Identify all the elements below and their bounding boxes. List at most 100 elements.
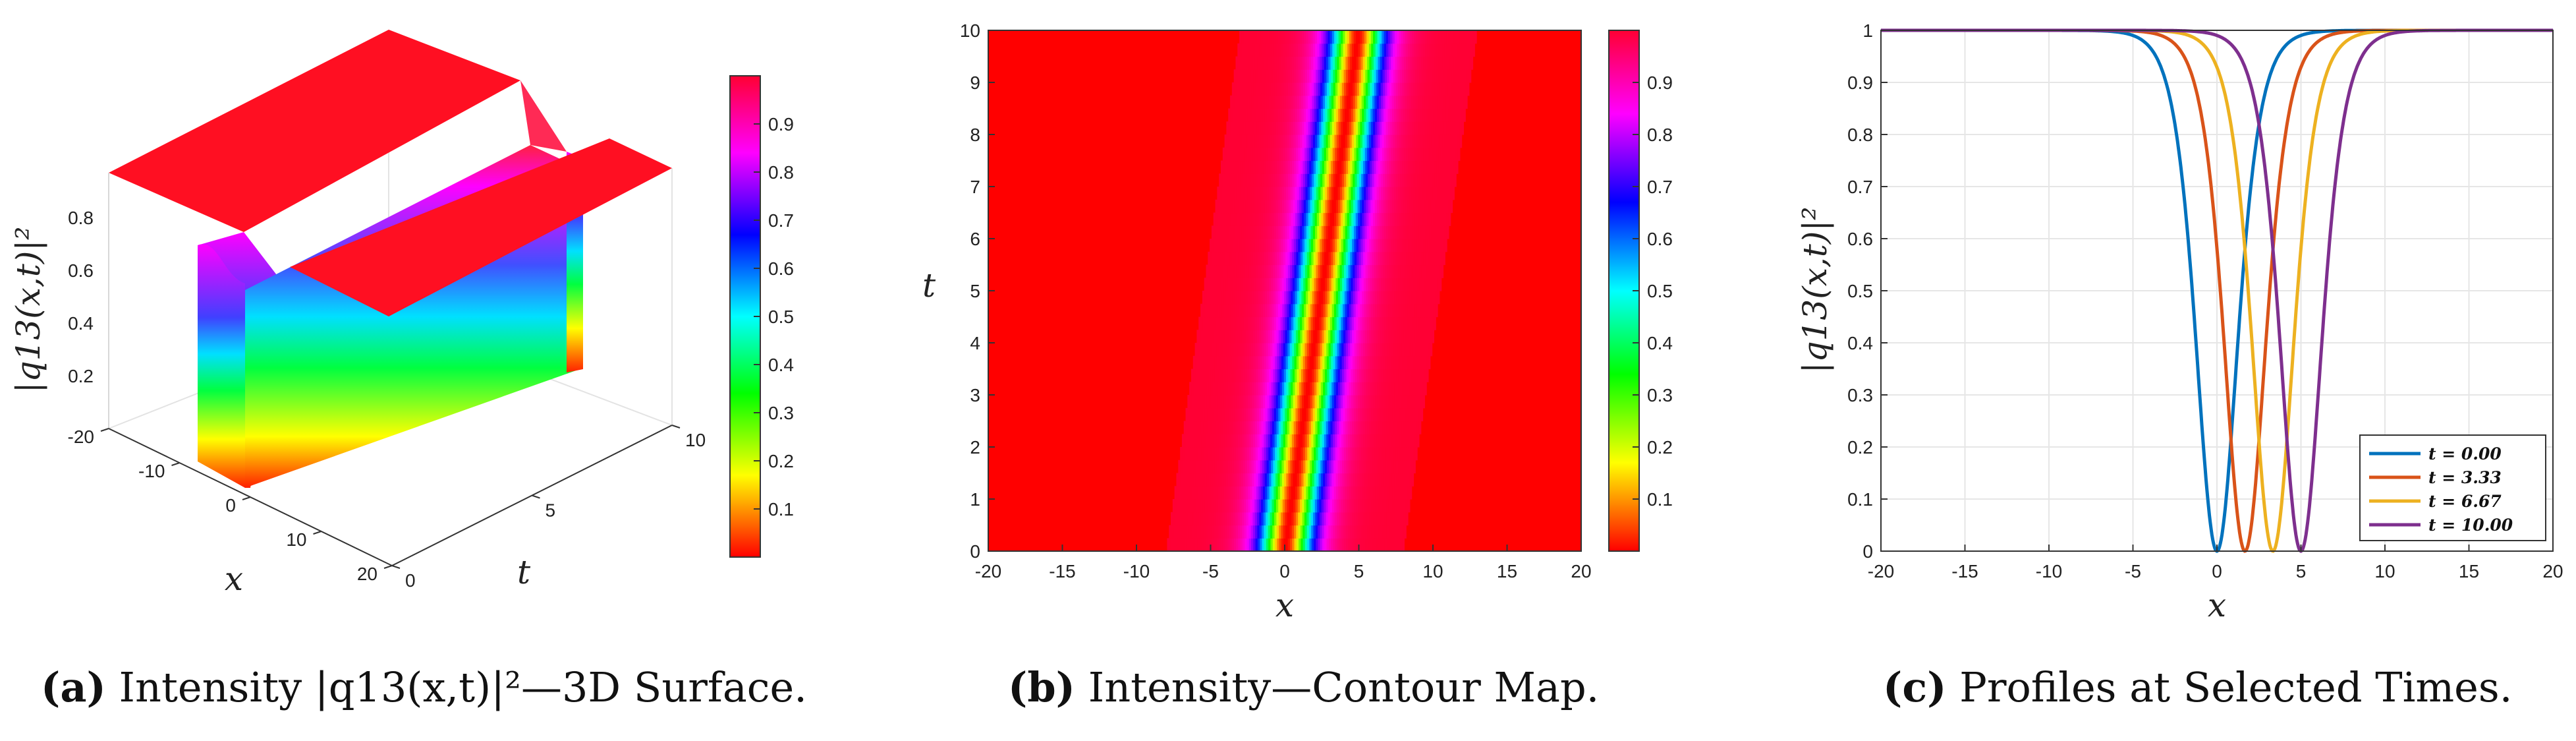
heatmap-cell [1185, 499, 1189, 513]
heatmap-cell [1253, 160, 1256, 174]
heatmap-cell [1379, 30, 1382, 44]
heatmap-cell [1212, 538, 1216, 552]
heatmap-cell [1283, 147, 1286, 162]
heatmap-cell [1234, 199, 1237, 214]
heatmap-cell [1298, 330, 1301, 343]
heatmap-cell [1318, 447, 1321, 461]
heatmap-cell [1389, 434, 1391, 448]
heatmap-cell [1206, 355, 1209, 370]
heatmap-cell [1230, 382, 1233, 396]
heatmap-cell [1204, 447, 1206, 461]
heatmap-cell [1244, 512, 1247, 526]
heatmap-cell [1364, 303, 1367, 318]
heatmap-cell [1232, 199, 1235, 214]
heatmap-cell [1217, 199, 1220, 214]
heatmap-cell [1236, 95, 1239, 109]
heatmap-cell [1248, 499, 1251, 513]
heatmap-cell [1229, 173, 1233, 187]
heatmap-cell [1388, 56, 1391, 70]
heatmap-cell [1360, 434, 1364, 448]
heatmap-cell [1388, 421, 1391, 434]
heatmap-cell [1324, 134, 1327, 148]
heatmap-cell [1234, 459, 1237, 474]
heatmap-cell [1239, 486, 1242, 500]
heatmap-cell [1386, 134, 1389, 148]
heatmap-cell [1273, 473, 1276, 487]
heatmap-cell [1326, 434, 1330, 448]
heatmap-cell [1336, 486, 1339, 500]
heatmap-cell [1378, 538, 1382, 552]
heatmap-cell [1241, 121, 1245, 135]
heatmap-cell [1373, 499, 1376, 513]
heatmap-cell [1375, 303, 1378, 318]
heatmap-cell [1319, 212, 1322, 226]
heatmap-cell [1239, 421, 1243, 434]
heatmap-cell [1277, 251, 1279, 266]
heatmap-cell [1260, 486, 1264, 500]
heatmap-cell [1271, 369, 1274, 382]
heatmap-cell [1334, 330, 1337, 343]
heatmap-cell [1304, 434, 1308, 448]
heatmap-cell [1261, 407, 1264, 422]
heatmap-cell [1439, 82, 1442, 96]
heatmap-cell [1204, 278, 1207, 291]
heatmap-cell [1183, 421, 1187, 434]
heatmap-cell [1209, 303, 1212, 318]
heatmap-cell [1341, 56, 1344, 70]
heatmap-cell [1396, 473, 1399, 487]
heatmap-cell [1257, 343, 1260, 357]
heatmap-cell [1255, 82, 1258, 96]
heatmap-cell [1238, 355, 1241, 370]
heatmap-cell [1266, 264, 1269, 278]
heatmap-cell [1421, 82, 1424, 96]
heatmap-cell [1407, 499, 1411, 513]
heatmap-cell [1217, 382, 1220, 396]
heatmap-cell [1325, 486, 1328, 500]
heatmap-cell [1245, 30, 1248, 44]
heatmap-cell [1330, 147, 1333, 162]
heatmap-cell [1343, 173, 1347, 187]
heatmap-cell [1316, 395, 1320, 409]
heatmap-cell [1233, 407, 1236, 422]
heatmap-cell [1398, 199, 1401, 214]
heatmap-cell [1360, 407, 1363, 422]
colorbar-tick-label: 0.4 [1647, 333, 1673, 353]
heatmap-cell [1206, 382, 1210, 396]
heatmap-cell [1256, 407, 1260, 422]
heatmap-cell [1291, 434, 1295, 448]
heatmap-cell [1223, 173, 1226, 187]
heatmap-cell [1275, 407, 1279, 422]
heatmap-cell [1372, 212, 1376, 226]
heatmap-cell [1374, 369, 1378, 382]
heatmap-cell [1407, 225, 1411, 239]
heatmap-cell [1333, 108, 1337, 122]
heatmap-cell [1444, 147, 1447, 162]
heatmap-cell [1380, 355, 1384, 370]
panel-c-line-chart: -20 -15 -10 -5 0 5 10 15 20 00.10.20.30.40.50.60… [1796, 20, 2563, 624]
heatmap-cell [1387, 395, 1391, 409]
heatmap-cell [1438, 212, 1440, 226]
heatmap-cell [1229, 147, 1232, 162]
heatmap-cell [1246, 56, 1249, 70]
heatmap-cell [1234, 382, 1237, 396]
heatmap-cell [1246, 173, 1250, 187]
heatmap-cell [1382, 525, 1386, 539]
colorbar-tick-label: 0.7 [1647, 177, 1673, 197]
heatmap-cell [1365, 447, 1368, 461]
heatmap-cell [1391, 369, 1395, 382]
heatmap-cell [1394, 407, 1397, 422]
heatmap-cell [1305, 187, 1308, 200]
heatmap-cell [1403, 43, 1407, 57]
heatmap-cell [1376, 264, 1379, 278]
heatmap-cell [1324, 343, 1327, 357]
heatmap-cell [1378, 56, 1381, 70]
colorbar-tick-label: 0.8 [1647, 125, 1673, 145]
heatmap-cell [1327, 278, 1330, 291]
heatmap-cell [1414, 407, 1417, 422]
heatmap-cell [1258, 486, 1262, 500]
heatmap-cell [1391, 95, 1395, 109]
heatmap-cell [1390, 30, 1393, 44]
heatmap-cell [1414, 212, 1416, 226]
heatmap-cell [1447, 82, 1450, 96]
heatmap-cell [1392, 486, 1395, 500]
